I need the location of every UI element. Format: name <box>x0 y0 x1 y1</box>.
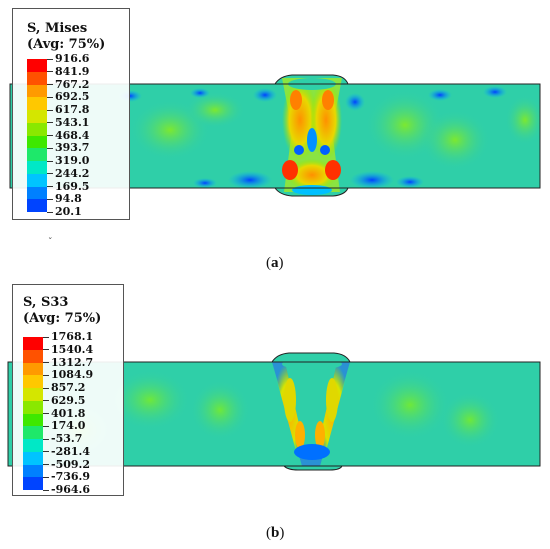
color-swatch <box>27 97 47 110</box>
legend-tick-label: 468.4 <box>55 128 90 142</box>
color-swatch <box>23 439 43 452</box>
legend-tick: 94.8 <box>47 193 82 205</box>
color-swatch <box>23 349 43 363</box>
legend-tick-label: 169.5 <box>55 179 90 193</box>
legend-tick: -736.9 <box>43 471 90 483</box>
legend-tick: 629.5 <box>43 393 86 407</box>
legend-tick: 244.2 <box>47 166 90 180</box>
color-swatch <box>23 337 43 350</box>
legend-tick: 174.0 <box>43 420 85 432</box>
legend-tick-label: 692.5 <box>55 90 90 104</box>
legend-tick: 1312.7 <box>43 355 94 369</box>
legend-tick-label: 393.7 <box>55 141 90 155</box>
color-swatch <box>23 362 43 376</box>
legend-tick-label: 401.8 <box>51 406 86 420</box>
color-swatch <box>27 84 47 98</box>
legend-tick-label: 767.2 <box>55 77 90 91</box>
color-scale-b <box>23 337 43 490</box>
color-swatch <box>23 464 43 478</box>
caption-a: (a) <box>266 255 284 271</box>
legend-tick-label: 94.8 <box>55 192 82 206</box>
legend-tick-label: 916.6 <box>55 52 90 65</box>
color-swatch <box>27 148 47 161</box>
color-swatch <box>23 388 43 401</box>
stray-mark: ˇ <box>48 238 53 248</box>
legend-tick: 393.7 <box>47 142 89 154</box>
legend-tick: 1540.4 <box>43 342 94 356</box>
legend-tick: 916.6 <box>47 53 89 65</box>
legend-a: S, Mises (Avg: 75%) 916.6 841.9 767.2 692.5… <box>12 8 130 220</box>
legend-tick: 468.4 <box>47 128 90 142</box>
legend-tick: 1768.1 <box>43 331 93 343</box>
color-swatch <box>27 161 47 174</box>
color-swatch <box>23 477 43 490</box>
legend-tick: -509.2 <box>43 457 91 471</box>
legend-tick-label: -736.9 <box>51 470 91 484</box>
legend-subtitle: (Avg: 75%) <box>23 311 102 326</box>
legend-tick-label: -509.2 <box>51 457 91 471</box>
color-swatch <box>27 110 47 123</box>
color-swatch <box>27 122 47 136</box>
color-swatch <box>23 375 43 388</box>
legend-tick: -281.4 <box>43 444 91 458</box>
legend-tick-label: 20.1 <box>55 205 82 218</box>
legend-tick: -53.7 <box>43 433 82 445</box>
legend-tick-label: 244.2 <box>55 166 90 180</box>
legend-tick: -964.6 <box>43 484 90 496</box>
color-swatch <box>23 413 43 427</box>
legend-tick-label: 319.0 <box>55 154 90 167</box>
legend-subtitle: (Avg: 75%) <box>27 37 106 52</box>
color-swatch <box>23 426 43 439</box>
legend-tick: 767.2 <box>47 77 90 91</box>
legend-b: S, S33 (Avg: 75%) 1768.1 1540.4 1312.7 1084… <box>12 284 124 496</box>
legend-tick-label: 629.5 <box>51 393 86 407</box>
figure-panel-a: S, Mises (Avg: 75%) 916.6 841.9 767.2 692.5… <box>0 0 550 271</box>
legend-tick: 617.8 <box>47 104 89 116</box>
legend-tick-label: -53.7 <box>51 432 83 445</box>
legend-tick: 692.5 <box>47 91 89 103</box>
legend-tick-label: 1312.7 <box>51 355 94 369</box>
legend-tick: 401.8 <box>43 406 86 420</box>
legend-tick-label: 857.2 <box>51 381 86 394</box>
legend-tick-label: 617.8 <box>55 103 90 116</box>
legend-tick: 543.1 <box>47 115 90 129</box>
legend-tick-label: -964.6 <box>51 483 91 496</box>
legend-tick: 319.0 <box>47 155 89 167</box>
legend-tick-label: 841.9 <box>55 64 90 78</box>
legend-tick-label: 174.0 <box>51 419 86 433</box>
figure-panel-b: S, S33 (Avg: 75%) 1768.1 1540.4 1312.7 1084… <box>0 280 550 549</box>
color-swatch <box>27 59 47 72</box>
legend-title: S, Mises <box>27 21 88 36</box>
color-scale-a <box>27 59 47 212</box>
color-swatch <box>27 199 47 212</box>
legend-tick-label: 543.1 <box>55 115 90 129</box>
legend-tick: 1084.9 <box>43 369 93 381</box>
color-swatch <box>27 173 47 187</box>
legend-tick-label: 1768.1 <box>51 330 94 343</box>
color-swatch <box>23 400 43 414</box>
color-swatch <box>27 186 47 200</box>
legend-tick: 169.5 <box>47 179 90 193</box>
color-swatch <box>27 71 47 85</box>
legend-tick-label: 1540.4 <box>51 342 94 356</box>
legend-tick-label: 1084.9 <box>51 368 94 382</box>
legend-tick: 857.2 <box>43 382 85 394</box>
legend-title: S, S33 <box>23 295 69 310</box>
legend-tick: 20.1 <box>47 206 82 218</box>
color-swatch <box>27 135 47 149</box>
legend-tick-label: -281.4 <box>51 444 91 458</box>
color-swatch <box>23 451 43 465</box>
legend-tick: 841.9 <box>47 64 90 78</box>
caption-b: (b) <box>266 525 285 541</box>
